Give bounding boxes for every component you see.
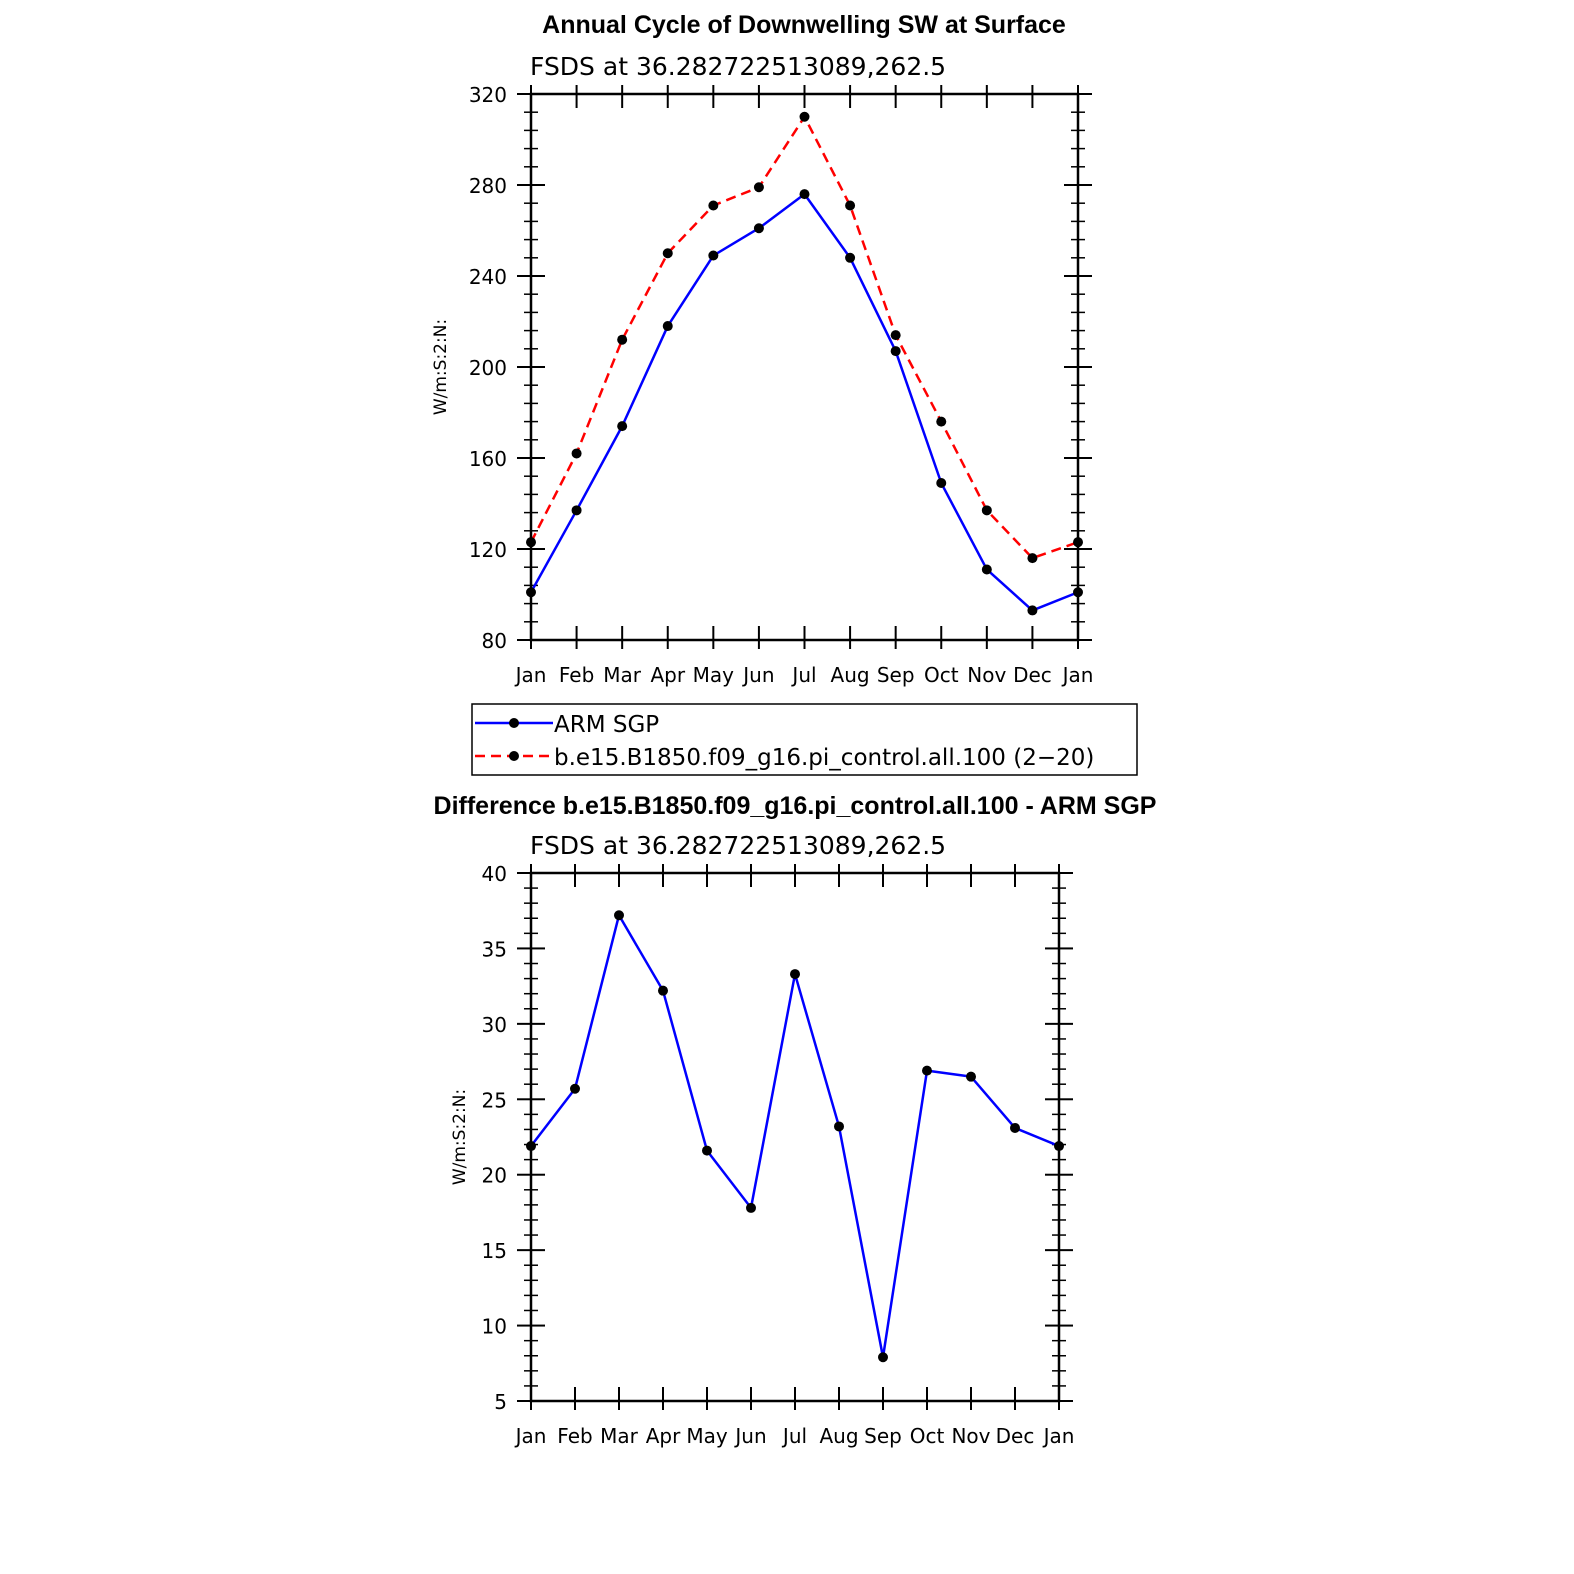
diff-y-tick-label: 30 — [482, 1013, 507, 1037]
diff-x-tick-label: Dec — [996, 1424, 1035, 1448]
diff-series-0-point — [834, 1121, 844, 1132]
top-series-0-point — [936, 478, 947, 489]
diff-x-tick-label: Apr — [646, 1424, 681, 1448]
diff-x-tick-label: Jan — [514, 1424, 547, 1448]
top-x-tick-label: Nov — [967, 663, 1006, 687]
diff-x-tick-label: Jan — [1042, 1424, 1075, 1448]
top-series-1-point — [1027, 553, 1038, 564]
top-series-1-point — [845, 200, 856, 211]
legend: ARM SGP b.e15.B1850.f09_g16.pi_control.a… — [471, 703, 1138, 776]
diff-y-tick-label: 20 — [482, 1164, 507, 1188]
diff-x-tick-label: Feb — [557, 1424, 592, 1448]
top-series-0-point — [1027, 605, 1038, 616]
top-series-1-point — [890, 330, 901, 341]
top-series-0-point — [799, 189, 810, 200]
diff-series-0-point — [658, 985, 668, 996]
top-series-0-point — [571, 505, 582, 516]
diff-series-0-point — [790, 969, 800, 980]
top-x-tick-label: May — [693, 663, 735, 687]
difference-chart-title: Difference b.e15.B1850.f09_g16.pi_contro… — [434, 792, 1157, 820]
top-x-tick-label: Feb — [559, 663, 594, 687]
diff-series-0-point — [702, 1145, 712, 1156]
top-x-tick-label: Sep — [877, 663, 915, 687]
diff-x-tick-label: Aug — [819, 1424, 858, 1448]
diff-x-tick-label: Oct — [910, 1424, 945, 1448]
top-series-line-0 — [529, 192, 1079, 612]
top-y-tick-label: 200 — [469, 356, 507, 380]
diff-series-0-point — [526, 1141, 536, 1152]
top-series-line-1 — [529, 115, 1079, 560]
top-series-0-point — [526, 587, 536, 598]
top-series-1-point — [571, 448, 582, 459]
difference-chart-subtitle: FSDS at 36.282722513089,262.5 — [530, 831, 946, 860]
top-series-1-point — [981, 505, 992, 516]
top-series-1-point — [708, 200, 719, 211]
diff-x-tick-label: May — [686, 1424, 728, 1448]
top-series-1-point — [526, 537, 536, 548]
top-y-tick-label: 320 — [469, 83, 507, 107]
diff-y-tick-label: 10 — [482, 1315, 507, 1339]
diff-x-tick-label: Mar — [600, 1424, 639, 1448]
top-series-0-point — [753, 223, 764, 234]
diff-series-0-point — [922, 1065, 932, 1076]
top-series-1-point — [936, 416, 947, 427]
top-series-1-point — [662, 248, 673, 259]
top-series-0-point — [1073, 587, 1083, 598]
top-series-1-point — [1073, 537, 1083, 548]
top-series-1-point — [617, 334, 628, 345]
top-x-tick-label: Jan — [514, 663, 547, 687]
top-series-0-point — [890, 346, 901, 357]
annual-cycle-plot: Jan Feb Mar Apr May Jun Jul Aug Sep Oct Nov Dec Jan 8… — [469, 83, 1094, 687]
legend-label-arm-sgp: ARM SGP — [554, 712, 659, 738]
diff-series-line-0 — [530, 913, 1060, 1359]
top-x-tick-label: Jun — [741, 663, 774, 687]
top-x-tick-label: Mar — [603, 663, 642, 687]
diff-series-0-point — [746, 1202, 756, 1213]
top-y-tick-label: 120 — [469, 538, 507, 562]
top-y-tick-label: 160 — [469, 447, 507, 471]
y-axis-label: W/m:S:2:N: — [431, 319, 451, 415]
chart-title: Annual Cycle of Downwelling SW at Surfac… — [542, 11, 1066, 39]
legend-box — [471, 703, 1138, 776]
diff-y-tick-label: 40 — [482, 862, 507, 886]
top-series-0-point — [981, 564, 992, 575]
diff-series-0-point — [614, 910, 624, 921]
diff-y-tick-label: 5 — [494, 1390, 507, 1414]
difference-y-axis-label: W/m:S:2:N: — [450, 1089, 470, 1185]
top-series-0-point — [708, 250, 719, 261]
diff-series-0-point — [878, 1352, 888, 1363]
top-x-tick-label: Apr — [650, 663, 685, 687]
diff-x-tick-label: Jun — [733, 1424, 766, 1448]
diff-y-tick-label: 25 — [482, 1088, 507, 1112]
top-y-tick-label: 240 — [469, 265, 507, 289]
top-x-tick-label: Jul — [790, 663, 816, 687]
top-x-tick-label: Jan — [1061, 663, 1094, 687]
diff-series-0-point — [1010, 1122, 1020, 1133]
diff-y-tick-label: 15 — [482, 1239, 507, 1263]
diff-y-tick-label: 35 — [482, 937, 507, 961]
top-plot-frame — [529, 92, 1080, 642]
legend-marker-arm-sgp — [509, 718, 519, 728]
top-y-tick-label: 80 — [482, 629, 507, 653]
top-x-tick-label: Aug — [831, 663, 870, 687]
top-x-tick-label: Dec — [1013, 663, 1052, 687]
top-y-tick-label: 280 — [469, 174, 507, 198]
diff-x-tick-label: Jul — [781, 1424, 807, 1448]
top-series-0-point — [662, 321, 673, 332]
difference-plot: Jan Feb Mar Apr May Jun Jul Aug Sep Oct Nov Dec Jan 5… — [482, 862, 1075, 1448]
chart-subtitle: FSDS at 36.282722513089,262.5 — [530, 52, 946, 81]
diff-x-tick-label: Nov — [951, 1424, 990, 1448]
top-series-1-point — [799, 111, 810, 122]
top-series-0-point — [617, 421, 628, 432]
top-x-tick-label: Oct — [924, 663, 959, 687]
top-series-0-point — [845, 252, 856, 263]
legend-label-model: b.e15.B1850.f09_g16.pi_control.all.100 (… — [554, 745, 1094, 771]
diff-x-tick-label: Sep — [864, 1424, 902, 1448]
diff-series-0-point — [1054, 1141, 1064, 1152]
diff-series-0-point — [966, 1071, 976, 1082]
diff-series-0-point — [570, 1083, 580, 1094]
legend-marker-model — [509, 751, 519, 761]
top-series-1-point — [753, 182, 764, 193]
